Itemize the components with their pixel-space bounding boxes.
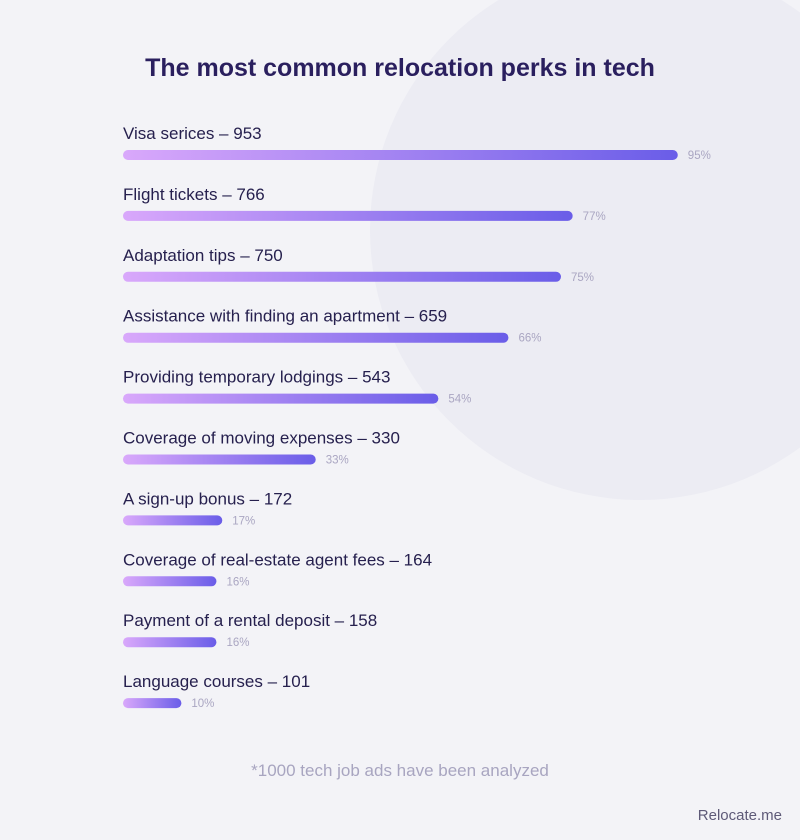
bar <box>123 576 217 587</box>
value-label: 10% <box>191 698 214 710</box>
value-label: 54% <box>448 394 471 406</box>
bar <box>123 271 561 282</box>
category-label: A sign-up bonus – 172 <box>123 489 292 508</box>
value-label: 77% <box>583 211 606 223</box>
category-label: Adaptation tips – 750 <box>123 246 283 265</box>
bar <box>123 210 573 221</box>
bar <box>123 150 678 160</box>
category-label: Providing temporary lodgings – 543 <box>123 368 390 387</box>
value-label: 95% <box>688 150 711 162</box>
chart-title: The most common relocation perks in tech <box>145 54 655 82</box>
bar <box>123 637 217 648</box>
bar <box>123 393 439 404</box>
bar <box>123 332 509 343</box>
value-label: 75% <box>571 272 594 284</box>
background-shape <box>370 0 800 500</box>
category-label: Flight tickets – 766 <box>123 185 265 204</box>
value-label: 33% <box>326 455 349 467</box>
category-label: Assistance with finding an apartment – 6… <box>123 307 447 326</box>
bar <box>123 454 316 465</box>
category-label: Visa serices – 953 <box>123 124 262 143</box>
value-label: 66% <box>518 333 541 345</box>
category-label: Coverage of real-estate agent fees – 164 <box>123 550 432 569</box>
value-label: 16% <box>226 576 249 588</box>
brand: Relocate.me <box>698 807 782 824</box>
category-label: Coverage of moving expenses – 330 <box>123 429 400 448</box>
bar <box>123 698 182 709</box>
footnote: *1000 tech job ads have been analyzed <box>251 761 549 780</box>
category-label: Payment of a rental deposit – 158 <box>123 611 377 630</box>
category-label: Language courses – 101 <box>123 672 310 691</box>
value-label: 17% <box>232 515 255 527</box>
bar <box>123 515 223 526</box>
value-label: 16% <box>226 637 249 649</box>
